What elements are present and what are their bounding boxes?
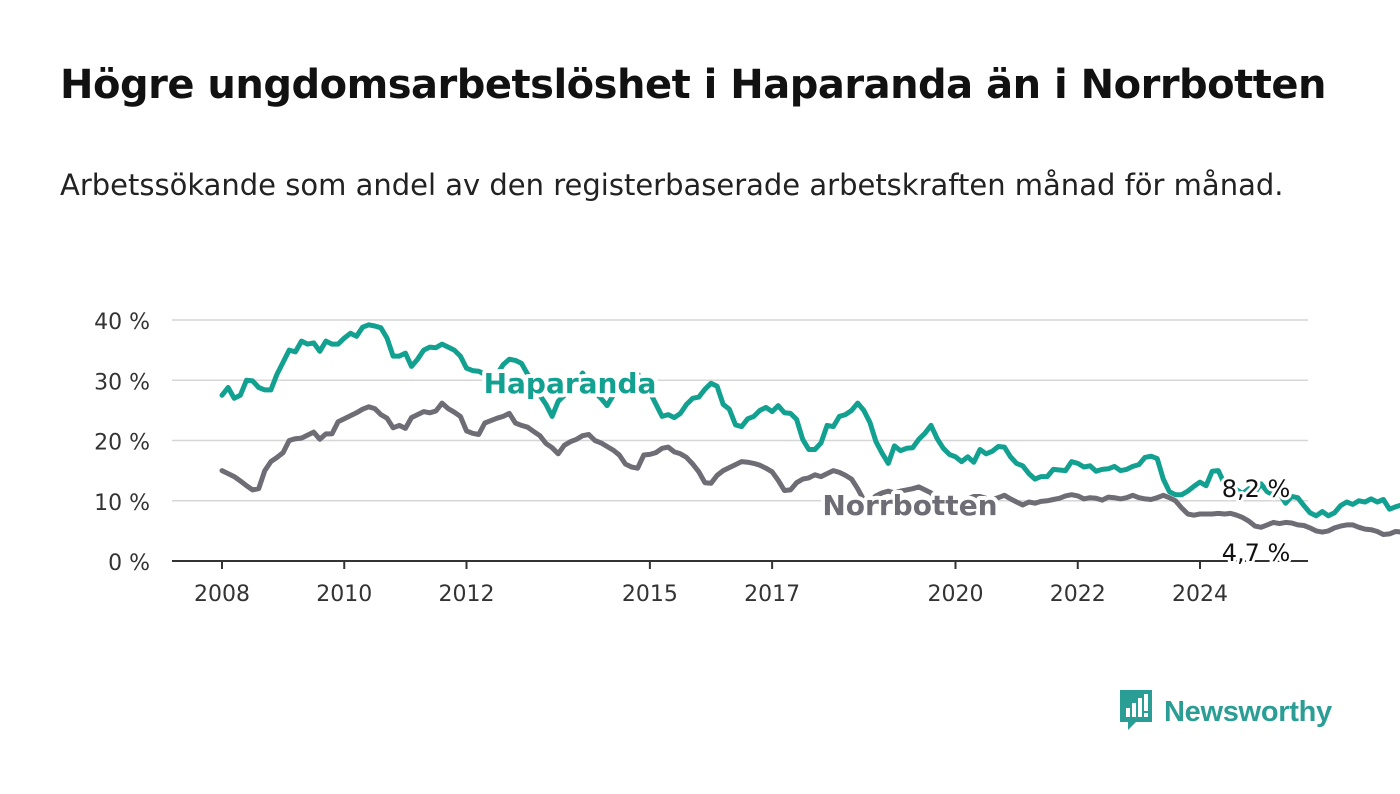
y-axis-ticks: 0 % 10 % 20 % 30 % 40 % [94,310,150,576]
x-tick-label: 2022 [1050,582,1106,607]
haparanda-line [219,322,1400,519]
norrbotten-series-label: Norrbotten [822,489,997,522]
haparanda-series-label: Haparanda [484,367,657,400]
series-labels: Haparanda Norrbotten 8,2 % 4,7 % [480,363,1294,570]
gridlines [172,319,1308,562]
x-tick-label: 2008 [194,582,250,607]
norrbotten-line [219,400,1400,537]
y-tick-label: 10 % [94,491,150,516]
x-tick-label: 2020 [928,582,984,607]
x-tick-label: 2024 [1172,582,1228,607]
x-tick-label: 2015 [622,582,678,607]
x-tick-label: 2010 [316,582,372,607]
chart-title: Högre ungdomsarbetslöshet i Haparanda än… [60,62,1327,108]
norrbotten-end-value-label: 4,7 % [1222,539,1291,567]
chart-subtitle: Arbetssökande som andel av den registerb… [60,168,1284,202]
y-tick-label: 40 % [94,310,150,335]
haparanda-end-value-label: 8,2 % [1222,475,1291,503]
x-tick-label: 2017 [744,582,800,607]
series-lines [219,322,1400,537]
y-tick-label: 0 % [108,551,150,576]
brand-name: Newsworthy [1164,695,1332,728]
y-tick-label: 20 % [94,431,150,456]
newsworthy-logo: Newsworthy [1118,690,1332,734]
x-tick-label: 2012 [439,582,495,607]
bar-chart-speech-bubble-icon [1118,688,1154,736]
y-tick-label: 30 % [94,370,150,395]
x-axis-ticks: 2008 2010 2012 2015 2017 2020 2022 2024 [194,561,1228,607]
